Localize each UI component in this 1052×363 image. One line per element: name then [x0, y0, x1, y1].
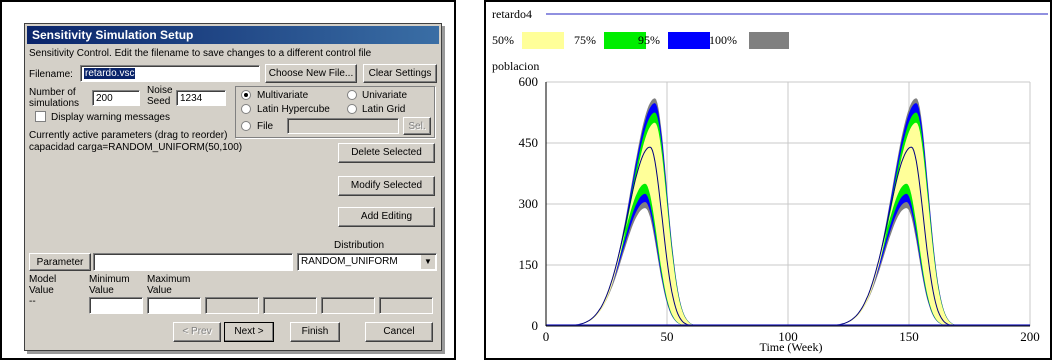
active-parameter-item[interactable]: capacidad carga=RANDOM_UNIFORM(50,100)	[29, 142, 243, 153]
choose-new-file-button[interactable]: Choose New File...	[265, 64, 357, 83]
dialog-title: Sensitivity Simulation Setup	[27, 26, 439, 44]
prev-button[interactable]: < Prev	[173, 322, 221, 342]
file-radio[interactable]	[241, 121, 251, 131]
uncertainty-bands	[546, 98, 1030, 327]
model-value-label: Model Value --	[29, 274, 57, 307]
cancel-button[interactable]: Cancel	[365, 322, 433, 342]
modify-selected-button[interactable]: Modify Selected	[338, 176, 435, 196]
chart-frame: retardo4 50% 75% 95% 100% poblacion 0 150 300…	[484, 0, 1052, 360]
next-button[interactable]: Next >	[224, 322, 274, 342]
x-axis-label: Time (Week)	[760, 340, 823, 354]
extra-param-field-4[interactable]	[379, 297, 433, 314]
x-tick-label: 100	[778, 329, 798, 344]
control-description: Sensitivity Control. Edit the filename t…	[29, 48, 372, 59]
latin-grid-label: Latin Grid	[362, 104, 406, 115]
noise-seed-input[interactable]: 1234	[176, 90, 226, 106]
extra-param-field-1[interactable]	[205, 297, 259, 314]
latin-hypercube-radio[interactable]	[241, 104, 251, 114]
display-warnings-label: Display warning messages	[51, 112, 170, 123]
latin-grid-radio[interactable]	[347, 104, 357, 114]
legend-swatch-1	[604, 32, 646, 49]
sensitivity-chart: retardo4 50% 75% 95% 100% poblacion 0 150 300…	[492, 7, 1048, 354]
legend-label-1: 75%	[574, 33, 596, 47]
x-tick-label: 0	[543, 329, 550, 344]
chevron-down-icon[interactable]: ▼	[420, 255, 435, 269]
minimum-value-label: Minimum Value	[89, 274, 130, 296]
method-group	[235, 86, 435, 138]
legend-label-2: 95%	[638, 33, 660, 47]
grid	[546, 81, 1031, 326]
legend-label-0: 50%	[492, 33, 514, 47]
tick-labels: 0 150 300 450 600 0 50 100 150 200	[519, 74, 1040, 344]
active-parameters-label: Currently active parameters (drag to reo…	[29, 130, 228, 141]
band-peak1-band50	[553, 122, 704, 326]
number-of-simulations-input[interactable]: 200	[92, 90, 140, 106]
latin-hypercube-label: Latin Hypercube	[257, 104, 330, 115]
legend: 50% 75% 95% 100%	[492, 32, 789, 49]
clear-settings-button[interactable]: Clear Settings	[363, 64, 437, 83]
filename-label: Filename:	[29, 69, 73, 80]
maximum-value-label: Maximum Value	[147, 274, 191, 296]
univariate-label: Univariate	[362, 90, 408, 101]
multivariate-label: Multivariate	[257, 90, 309, 101]
file-path-input[interactable]	[287, 118, 399, 134]
univariate-radio[interactable]	[347, 90, 357, 100]
parameter-button[interactable]: Parameter	[29, 253, 91, 271]
y-axis-label: poblacion	[492, 59, 539, 73]
distribution-select[interactable]: RANDOM_UNIFORM ▼	[297, 253, 437, 271]
maximum-value-input[interactable]	[147, 297, 201, 314]
parameter-input[interactable]	[93, 253, 293, 271]
legend-label-3: 100%	[709, 33, 737, 47]
legend-swatch-3	[749, 32, 789, 49]
chart-title: retardo4	[492, 7, 532, 21]
dialog-frame: Sensitivity Simulation Setup Sensitivity…	[0, 0, 456, 360]
file-label: File	[257, 121, 274, 132]
add-editing-button[interactable]: Add Editing	[338, 207, 435, 227]
sensitivity-setup-dialog: Sensitivity Simulation Setup Sensitivity…	[24, 23, 442, 351]
extra-param-field-2[interactable]	[263, 297, 317, 314]
x-tick-label: 50	[661, 329, 674, 344]
minimum-value-input[interactable]	[89, 297, 143, 314]
y-tick-label: 600	[519, 74, 539, 89]
x-tick-label: 200	[1020, 329, 1040, 344]
y-tick-label: 450	[519, 135, 539, 150]
axes	[545, 82, 1030, 327]
legend-swatch-0	[522, 32, 564, 49]
number-of-simulations-label: Number of simulations	[29, 87, 80, 109]
x-tick-label: 150	[899, 329, 919, 344]
finish-button[interactable]: Finish	[290, 322, 340, 342]
sel-file-button[interactable]: Sel.	[403, 117, 431, 135]
y-tick-label: 300	[519, 196, 539, 211]
legend-swatch-2	[668, 32, 710, 49]
multivariate-radio[interactable]	[241, 90, 251, 100]
filename-input[interactable]: retardo.vsc	[80, 65, 260, 82]
delete-selected-button[interactable]: Delete Selected	[338, 143, 435, 163]
display-warnings-checkbox[interactable]	[35, 111, 46, 122]
y-tick-label: 150	[519, 257, 539, 272]
band-peak2-band50	[814, 122, 965, 326]
distribution-label: Distribution	[334, 240, 385, 251]
extra-param-field-3[interactable]	[321, 297, 375, 314]
y-tick-label: 0	[532, 318, 539, 333]
noise-seed-label: Noise Seed	[147, 85, 173, 107]
